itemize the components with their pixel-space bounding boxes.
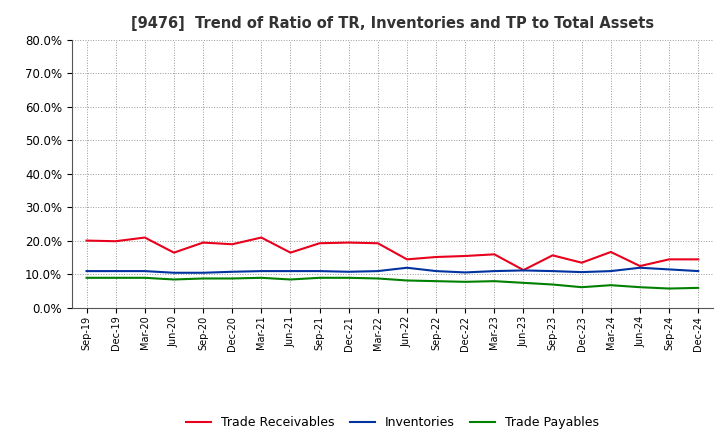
Trade Payables	[461, 279, 469, 285]
Inventories	[315, 268, 324, 274]
Trade Payables	[636, 285, 644, 290]
Trade Payables	[606, 282, 615, 288]
Inventories	[577, 269, 586, 275]
Inventories	[665, 267, 673, 272]
Inventories	[402, 265, 411, 270]
Inventories	[112, 268, 120, 274]
Trade Payables	[170, 277, 179, 282]
Trade Payables	[286, 277, 294, 282]
Trade Payables	[344, 275, 353, 280]
Trade Payables	[199, 276, 207, 281]
Trade Receivables	[519, 268, 528, 273]
Trade Payables	[315, 275, 324, 280]
Line: Inventories: Inventories	[86, 268, 698, 273]
Trade Receivables	[228, 242, 236, 247]
Trade Receivables	[577, 260, 586, 265]
Trade Payables	[228, 276, 236, 281]
Inventories	[519, 268, 528, 273]
Line: Trade Payables: Trade Payables	[86, 278, 698, 289]
Trade Payables	[665, 286, 673, 291]
Inventories	[694, 268, 703, 274]
Inventories	[432, 268, 441, 274]
Trade Receivables	[432, 254, 441, 260]
Trade Payables	[490, 279, 499, 284]
Inventories	[344, 269, 353, 275]
Inventories	[257, 268, 266, 274]
Trade Payables	[519, 280, 528, 286]
Trade Receivables	[374, 241, 382, 246]
Inventories	[140, 268, 149, 274]
Trade Receivables	[344, 240, 353, 245]
Inventories	[82, 268, 91, 274]
Inventories	[636, 265, 644, 270]
Trade Receivables	[694, 257, 703, 262]
Trade Payables	[374, 276, 382, 281]
Trade Receivables	[286, 250, 294, 255]
Inventories	[286, 268, 294, 274]
Inventories	[199, 270, 207, 275]
Title: [9476]  Trend of Ratio of TR, Inventories and TP to Total Assets: [9476] Trend of Ratio of TR, Inventories…	[131, 16, 654, 32]
Trade Receivables	[112, 238, 120, 244]
Inventories	[374, 268, 382, 274]
Trade Receivables	[490, 252, 499, 257]
Trade Receivables	[548, 253, 557, 258]
Inventories	[548, 268, 557, 274]
Inventories	[170, 270, 179, 275]
Trade Receivables	[257, 235, 266, 240]
Trade Receivables	[199, 240, 207, 245]
Trade Receivables	[170, 250, 179, 255]
Trade Receivables	[665, 257, 673, 262]
Trade Payables	[548, 282, 557, 287]
Trade Receivables	[140, 235, 149, 240]
Inventories	[490, 268, 499, 274]
Trade Receivables	[636, 264, 644, 269]
Trade Receivables	[315, 241, 324, 246]
Trade Receivables	[82, 238, 91, 243]
Trade Payables	[694, 285, 703, 290]
Line: Trade Receivables: Trade Receivables	[86, 238, 698, 270]
Trade Payables	[82, 275, 91, 280]
Trade Payables	[112, 275, 120, 280]
Trade Receivables	[606, 249, 615, 255]
Trade Payables	[257, 275, 266, 280]
Trade Payables	[577, 285, 586, 290]
Trade Receivables	[461, 253, 469, 259]
Inventories	[228, 269, 236, 275]
Inventories	[461, 270, 469, 275]
Trade Receivables	[402, 257, 411, 262]
Trade Payables	[432, 279, 441, 284]
Trade Payables	[140, 275, 149, 280]
Inventories	[606, 268, 615, 274]
Trade Payables	[402, 278, 411, 283]
Legend: Trade Receivables, Inventories, Trade Payables: Trade Receivables, Inventories, Trade Pa…	[186, 416, 598, 429]
